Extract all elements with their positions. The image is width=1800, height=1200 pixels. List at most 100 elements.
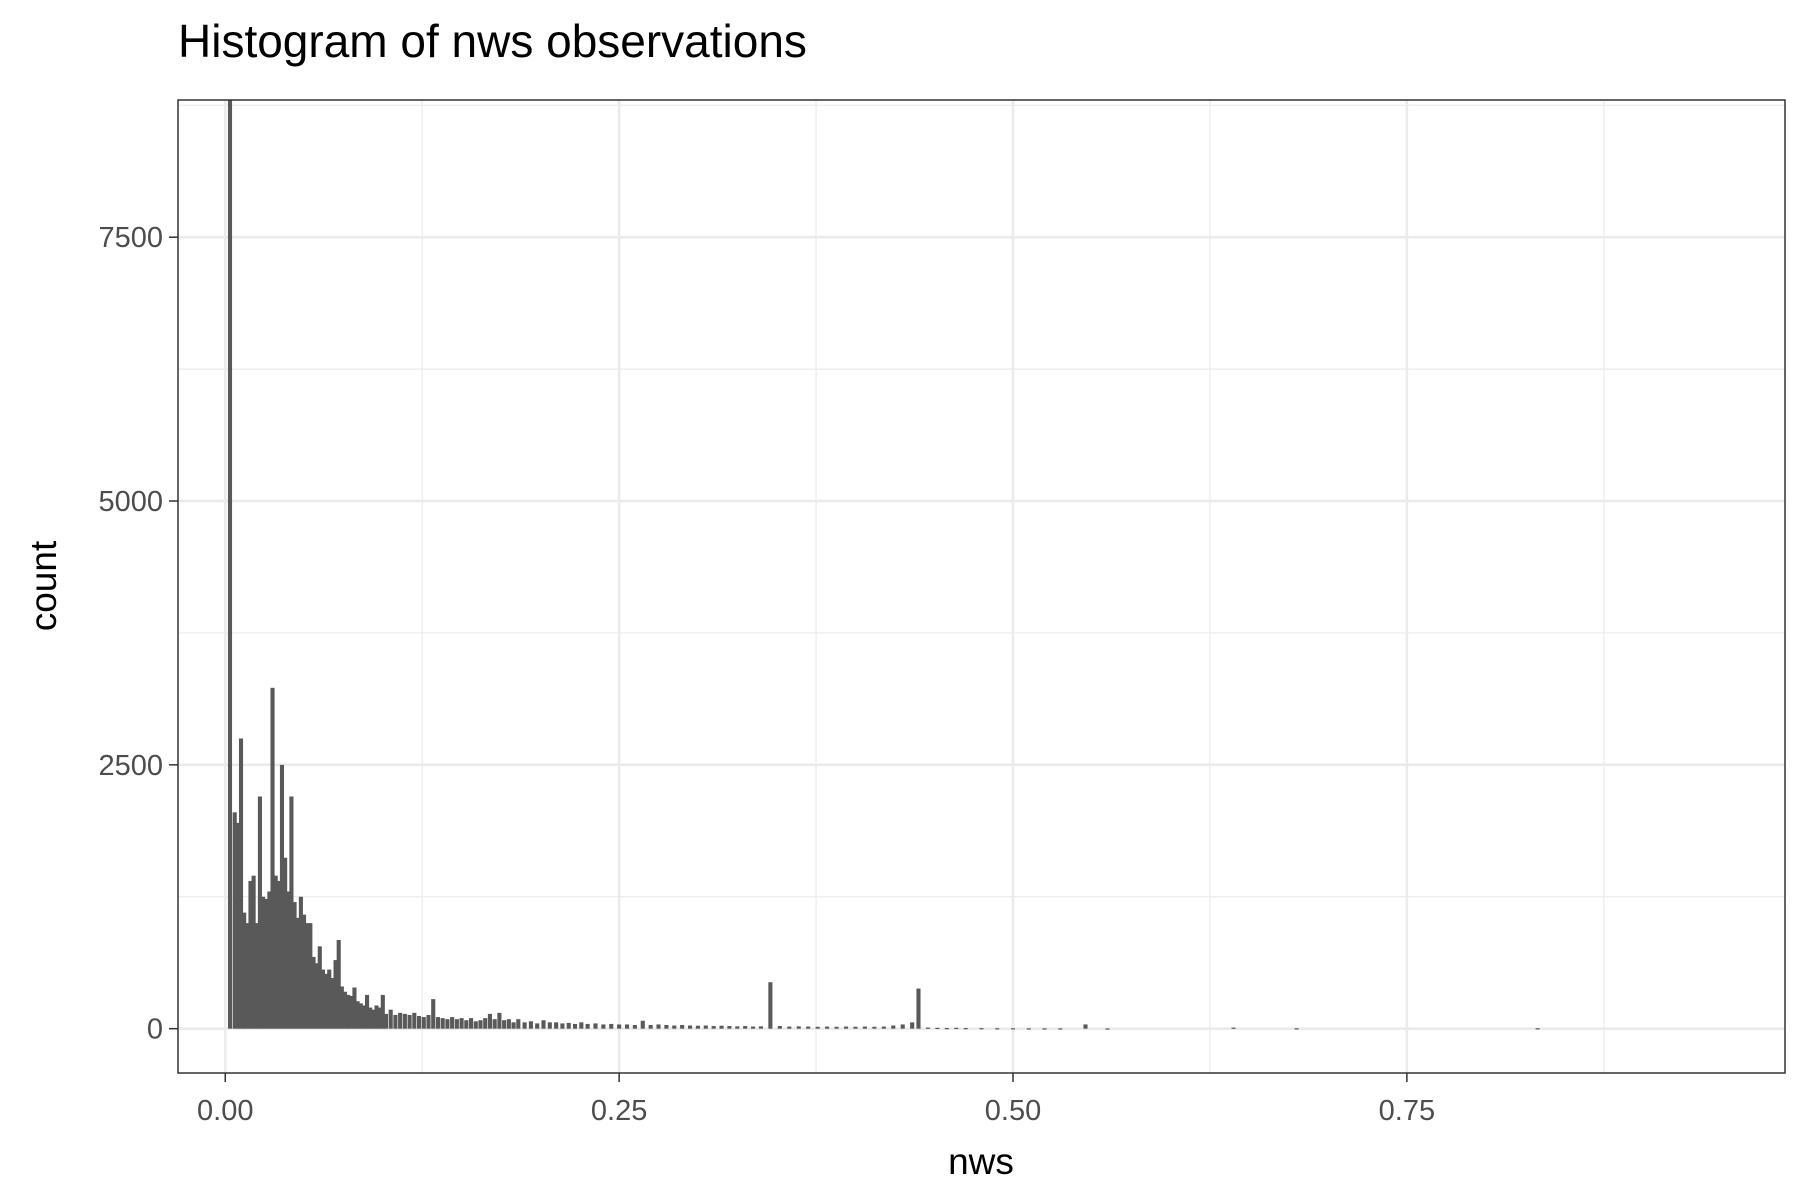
histogram-bar: [368, 1007, 373, 1029]
histogram-bar: [242, 912, 247, 1029]
plot-panel-border: [177, 99, 1786, 1074]
histogram-bar: [834, 1026, 839, 1029]
histogram-bar: [289, 796, 294, 1029]
histogram-bar: [468, 1018, 474, 1029]
x-axis-title: nws: [948, 1141, 1014, 1182]
histogram-bar: [342, 991, 348, 1029]
histogram-bar: [680, 1024, 685, 1029]
histogram-bar: [473, 1021, 478, 1029]
histogram-bar: [687, 1025, 693, 1029]
histogram-bar: [672, 1025, 677, 1029]
histogram-bar: [566, 1022, 571, 1029]
histogram-bar: [1010, 1028, 1016, 1030]
histogram-bar: [910, 1022, 915, 1029]
histogram-bar: [796, 1026, 801, 1029]
histogram-bar: [547, 1022, 552, 1029]
histogram-bar: [358, 1003, 363, 1029]
histogram-bar: [254, 923, 259, 1029]
histogram-bar: [330, 978, 335, 1029]
histogram-bar: [459, 1018, 464, 1029]
histogram-bar: [528, 1021, 533, 1029]
histogram-bar: [402, 1013, 407, 1029]
histogram-bar: [311, 956, 316, 1029]
histogram-bar: [1535, 1028, 1540, 1030]
histogram-bar: [245, 923, 250, 1029]
histogram-bar: [516, 1019, 521, 1029]
histogram-bar: [522, 1022, 527, 1029]
histogram-bar: [787, 1026, 792, 1029]
histogram-bar: [412, 1012, 417, 1029]
histogram-bar: [371, 1009, 376, 1029]
histogram-bar: [339, 986, 344, 1029]
histogram-bar: [853, 1026, 858, 1029]
histogram-bar: [727, 1026, 732, 1029]
histogram-bar: [1105, 1028, 1110, 1030]
histogram-bar: [257, 796, 262, 1029]
histogram-bar: [327, 969, 332, 1029]
y-tick-label: 5000: [98, 486, 163, 518]
histogram-bar: [349, 995, 354, 1029]
histogram-bar: [440, 1018, 445, 1029]
histogram-bar: [751, 1026, 756, 1029]
histogram-bar: [248, 880, 253, 1029]
histogram-bar: [925, 1027, 930, 1029]
histogram-bar: [579, 1022, 584, 1029]
histogram-bar: [535, 1023, 540, 1029]
histogram-bar: [417, 1016, 422, 1029]
histogram-bar: [308, 923, 313, 1029]
histogram-bar: [506, 1019, 511, 1029]
histogram-bar: [232, 812, 237, 1029]
histogram-bar: [273, 875, 278, 1029]
histogram-bar: [881, 1026, 886, 1029]
major-gridlines: [178, 100, 1785, 1073]
histogram-bar: [305, 923, 310, 1029]
histogram-bar: [301, 914, 307, 1029]
plot-panel-background: [178, 100, 1785, 1073]
histogram-bar: [656, 1024, 661, 1029]
histogram-bar: [954, 1027, 959, 1030]
histogram-bar: [238, 738, 244, 1029]
histogram-bar: [979, 1028, 984, 1030]
histogram-bar: [1231, 1027, 1236, 1029]
histogram-bar: [492, 1019, 497, 1029]
histogram-bar: [435, 1017, 441, 1029]
x-axis: 0.00 0.25 0.50 0.75: [197, 1073, 1435, 1127]
histogram-bar: [719, 1025, 724, 1029]
histogram-bar: [445, 1019, 450, 1029]
histogram-bar: [541, 1020, 546, 1029]
chart-title: Histogram of nws observations: [178, 15, 807, 67]
histogram-bar: [270, 687, 275, 1029]
histogram-bar: [617, 1024, 622, 1029]
histogram-bar: [872, 1026, 877, 1029]
histogram-bar: [743, 1026, 748, 1029]
histogram-bar: [333, 960, 338, 1029]
histogram-bar: [336, 940, 341, 1029]
histogram-bar: [398, 1012, 403, 1029]
histogram-bar: [487, 1013, 492, 1029]
histogram-bar: [380, 994, 385, 1029]
histogram-bar: [900, 1024, 905, 1029]
histogram-bar: [251, 875, 256, 1029]
histogram-bar: [768, 982, 773, 1029]
histogram-bar: [843, 1026, 849, 1029]
histogram-bar: [355, 1001, 360, 1029]
histogram-bar: [1042, 1028, 1047, 1030]
histogram-bar: [393, 1014, 398, 1029]
histogram-bar: [963, 1028, 968, 1030]
histogram-bar: [431, 999, 436, 1029]
histogram-bars: [227, 100, 1540, 1030]
x-tick-label: 0.50: [985, 1095, 1041, 1127]
histogram-bar: [383, 1013, 389, 1029]
histogram-bar: [388, 1009, 393, 1029]
histogram-bar: [1026, 1028, 1031, 1030]
histogram-bar: [806, 1026, 811, 1029]
histogram-bar: [295, 917, 300, 1029]
histogram-bar: [664, 1024, 669, 1029]
histogram-bar: [711, 1026, 716, 1029]
histogram-bar: [279, 764, 285, 1029]
histogram-bar: [554, 1022, 559, 1029]
histogram-bar: [261, 896, 266, 1029]
histogram-bar: [609, 1023, 614, 1029]
histogram-bar: [502, 1020, 507, 1029]
histogram-bar: [695, 1025, 700, 1029]
